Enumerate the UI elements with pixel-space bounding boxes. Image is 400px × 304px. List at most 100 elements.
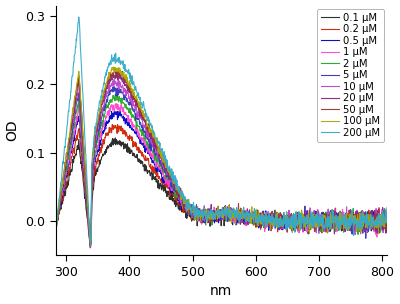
X-axis label: nm: nm (210, 285, 232, 299)
100 μM (385, 221, 390, 225)
2 μM (340, 218, 345, 222)
200 μM (76, 15, 81, 19)
100 μM (290, 231, 295, 234)
20 μM (90, 164, 94, 167)
20 μM (304, 224, 308, 227)
Line: 200 μM: 200 μM (56, 17, 387, 246)
0.2 μM (304, 227, 308, 230)
10 μM (340, 219, 345, 223)
10 μM (53, 219, 58, 223)
10 μM (88, 245, 93, 249)
2 μM (385, 215, 390, 218)
Line: 100 μM: 100 μM (56, 67, 387, 244)
20 μM (88, 242, 93, 246)
2 μM (196, 214, 200, 218)
100 μM (196, 208, 200, 212)
50 μM (290, 216, 295, 220)
0.1 μM (196, 216, 200, 219)
0.2 μM (140, 152, 145, 156)
0.5 μM (90, 181, 94, 185)
0.2 μM (53, 218, 58, 221)
0.5 μM (304, 216, 308, 220)
10 μM (196, 211, 200, 215)
1 μM (140, 137, 145, 141)
200 μM (196, 212, 200, 216)
50 μM (90, 165, 94, 169)
20 μM (290, 219, 295, 223)
Line: 0.1 μM: 0.1 μM (56, 138, 387, 246)
0.5 μM (140, 143, 145, 147)
10 μM (385, 214, 390, 218)
2 μM (140, 129, 145, 132)
100 μM (140, 112, 145, 116)
50 μM (304, 217, 308, 220)
0.5 μM (340, 221, 345, 225)
200 μM (385, 219, 390, 223)
Line: 0.5 μM: 0.5 μM (56, 111, 387, 244)
1 μM (290, 222, 295, 225)
2 μM (290, 226, 295, 229)
5 μM (140, 129, 145, 132)
1 μM (385, 226, 390, 230)
20 μM (196, 210, 200, 214)
0.2 μM (340, 229, 345, 232)
200 μM (140, 104, 145, 108)
200 μM (340, 219, 345, 222)
Line: 0.2 μM: 0.2 μM (56, 125, 387, 248)
0.2 μM (90, 188, 94, 192)
1 μM (196, 209, 200, 213)
2 μM (53, 223, 58, 226)
50 μM (385, 217, 390, 221)
20 μM (340, 219, 345, 222)
Legend: 0.1 μM, 0.2 μM, 0.5 μM, 1 μM, 2 μM, 5 μM, 10 μM, 20 μM, 50 μM, 100 μM, 200 μM: 0.1 μM, 0.2 μM, 0.5 μM, 1 μM, 2 μM, 5 μM… (317, 9, 384, 142)
50 μM (88, 243, 93, 247)
2 μM (88, 240, 93, 244)
0.2 μM (290, 225, 295, 229)
Y-axis label: OD: OD (6, 120, 20, 141)
0.2 μM (385, 217, 390, 220)
5 μM (304, 219, 308, 223)
5 μM (385, 225, 390, 229)
200 μM (90, 152, 95, 156)
5 μM (111, 85, 116, 88)
50 μM (196, 218, 200, 221)
10 μM (304, 222, 308, 225)
100 μM (88, 243, 93, 246)
5 μM (290, 219, 295, 223)
0.1 μM (113, 136, 118, 140)
5 μM (90, 171, 94, 174)
5 μM (88, 244, 93, 248)
0.5 μM (385, 228, 390, 231)
0.1 μM (53, 216, 58, 219)
100 μM (340, 213, 345, 217)
0.1 μM (340, 218, 345, 222)
0.2 μM (196, 219, 200, 223)
200 μM (53, 217, 58, 221)
50 μM (112, 66, 117, 69)
0.1 μM (140, 160, 145, 164)
100 μM (111, 65, 116, 69)
10 μM (112, 78, 116, 81)
100 μM (90, 162, 94, 165)
Line: 5 μM: 5 μM (56, 87, 387, 246)
1 μM (88, 243, 93, 247)
100 μM (304, 216, 308, 219)
0.1 μM (90, 197, 94, 201)
0.2 μM (88, 246, 93, 250)
1 μM (304, 219, 308, 223)
50 μM (340, 217, 345, 220)
50 μM (53, 222, 58, 225)
1 μM (53, 218, 58, 222)
200 μM (290, 214, 295, 217)
10 μM (90, 166, 94, 170)
200 μM (88, 244, 93, 248)
0.5 μM (88, 242, 93, 246)
Line: 20 μM: 20 μM (56, 72, 387, 244)
Line: 1 μM: 1 μM (56, 104, 387, 245)
2 μM (113, 93, 118, 96)
Line: 50 μM: 50 μM (56, 67, 387, 245)
1 μM (90, 182, 94, 186)
0.1 μM (290, 223, 295, 227)
2 μM (304, 220, 308, 224)
0.5 μM (53, 220, 58, 224)
